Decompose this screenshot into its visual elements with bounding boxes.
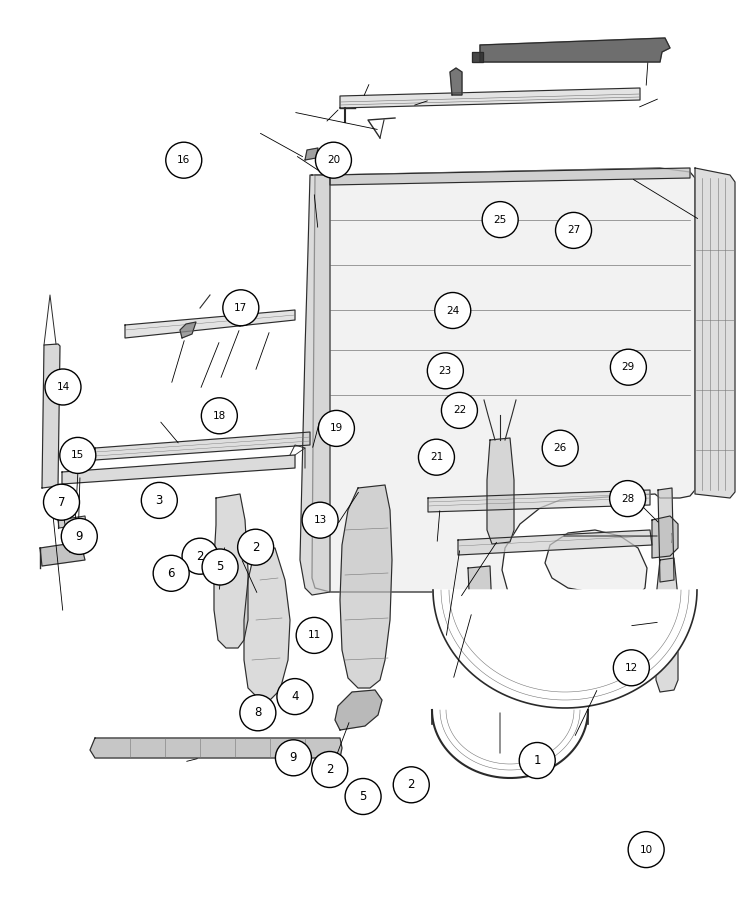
Text: 26: 26 <box>554 443 567 454</box>
Ellipse shape <box>44 484 79 520</box>
Ellipse shape <box>223 290 259 326</box>
Polygon shape <box>42 344 60 488</box>
Ellipse shape <box>166 142 202 178</box>
Text: 25: 25 <box>494 214 507 225</box>
Ellipse shape <box>611 349 646 385</box>
Ellipse shape <box>482 202 518 238</box>
Text: 2: 2 <box>196 550 204 562</box>
Text: 19: 19 <box>330 423 343 434</box>
Ellipse shape <box>542 430 578 466</box>
Polygon shape <box>62 455 295 484</box>
Polygon shape <box>468 566 492 612</box>
Text: 14: 14 <box>56 382 70 392</box>
Text: 27: 27 <box>567 225 580 236</box>
Text: 13: 13 <box>313 515 327 526</box>
Ellipse shape <box>519 742 555 778</box>
Ellipse shape <box>202 549 238 585</box>
Text: 18: 18 <box>213 410 226 421</box>
Polygon shape <box>180 322 196 338</box>
Ellipse shape <box>393 767 429 803</box>
Text: 20: 20 <box>327 155 340 166</box>
Ellipse shape <box>238 529 273 565</box>
Ellipse shape <box>45 369 81 405</box>
Ellipse shape <box>302 502 338 538</box>
Ellipse shape <box>442 392 477 428</box>
Polygon shape <box>487 438 514 544</box>
Polygon shape <box>656 558 678 692</box>
Ellipse shape <box>319 410 354 446</box>
Polygon shape <box>95 432 310 460</box>
Text: 15: 15 <box>71 450 84 461</box>
Ellipse shape <box>296 617 332 653</box>
Text: 5: 5 <box>216 561 224 573</box>
Text: 22: 22 <box>453 405 466 416</box>
Text: 2: 2 <box>408 778 415 791</box>
Text: 16: 16 <box>177 155 190 166</box>
Polygon shape <box>335 690 382 730</box>
Polygon shape <box>695 168 735 498</box>
Ellipse shape <box>610 481 645 517</box>
Polygon shape <box>312 168 695 622</box>
Polygon shape <box>658 488 674 582</box>
Polygon shape <box>458 530 652 555</box>
Ellipse shape <box>428 353 463 389</box>
Text: 24: 24 <box>446 305 459 316</box>
Text: 2: 2 <box>326 763 333 776</box>
Ellipse shape <box>316 142 351 178</box>
Polygon shape <box>652 516 678 558</box>
Polygon shape <box>433 590 697 708</box>
Polygon shape <box>244 548 290 700</box>
Ellipse shape <box>202 398 237 434</box>
Polygon shape <box>125 310 295 338</box>
Polygon shape <box>300 175 330 595</box>
Text: 10: 10 <box>639 844 653 855</box>
Ellipse shape <box>614 650 649 686</box>
Polygon shape <box>214 494 248 648</box>
Text: 6: 6 <box>167 567 175 580</box>
Text: 8: 8 <box>254 706 262 719</box>
Ellipse shape <box>556 212 591 248</box>
Text: 29: 29 <box>622 362 635 373</box>
Ellipse shape <box>419 439 454 475</box>
Text: 17: 17 <box>234 302 247 313</box>
Polygon shape <box>472 52 483 62</box>
Polygon shape <box>450 68 462 95</box>
Ellipse shape <box>60 437 96 473</box>
Text: 2: 2 <box>252 541 259 554</box>
Polygon shape <box>90 738 342 758</box>
Ellipse shape <box>345 778 381 814</box>
Polygon shape <box>58 516 86 528</box>
Text: 12: 12 <box>625 662 638 673</box>
Ellipse shape <box>240 695 276 731</box>
Ellipse shape <box>277 679 313 715</box>
Ellipse shape <box>435 292 471 328</box>
Ellipse shape <box>628 832 664 868</box>
Polygon shape <box>340 485 392 688</box>
Polygon shape <box>340 88 640 108</box>
Polygon shape <box>305 148 318 160</box>
Text: 3: 3 <box>156 494 163 507</box>
Text: 28: 28 <box>621 493 634 504</box>
Text: 9: 9 <box>290 752 297 764</box>
Text: 9: 9 <box>76 530 83 543</box>
Ellipse shape <box>182 538 218 574</box>
Ellipse shape <box>153 555 189 591</box>
Text: 23: 23 <box>439 365 452 376</box>
Text: 1: 1 <box>534 754 541 767</box>
Text: 11: 11 <box>308 630 321 641</box>
Ellipse shape <box>312 752 348 788</box>
Ellipse shape <box>62 518 97 554</box>
Text: 5: 5 <box>359 790 367 803</box>
Polygon shape <box>236 308 252 326</box>
Polygon shape <box>428 490 650 512</box>
Ellipse shape <box>276 740 311 776</box>
Text: 4: 4 <box>291 690 299 703</box>
Text: 21: 21 <box>430 452 443 463</box>
Polygon shape <box>580 654 622 695</box>
Polygon shape <box>330 168 690 185</box>
Text: 7: 7 <box>58 496 65 508</box>
Polygon shape <box>40 542 85 566</box>
Polygon shape <box>480 38 670 62</box>
Ellipse shape <box>142 482 177 518</box>
